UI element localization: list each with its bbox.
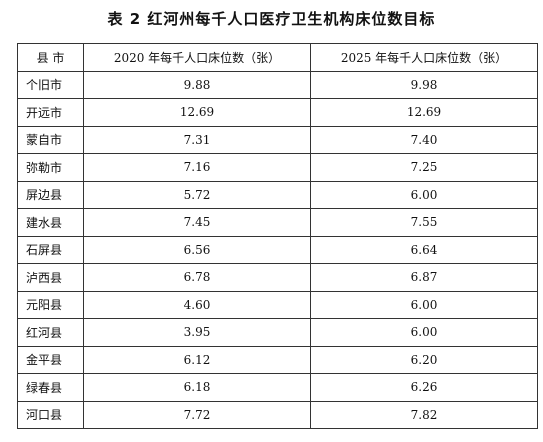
table-row: 弥勒市 7.16 7.25 — [17, 153, 538, 182]
county-cell: 红河县 — [17, 318, 84, 347]
value-2020-cell: 3.95 — [83, 318, 311, 347]
header-county: 县 市 — [17, 43, 84, 72]
table-row: 蒙自市 7.31 7.40 — [17, 125, 538, 154]
value-2025-cell: 7.55 — [310, 208, 538, 237]
value-2025-cell: 6.00 — [310, 290, 538, 319]
value-2025-cell: 6.87 — [310, 263, 538, 292]
county-cell: 建水县 — [17, 208, 84, 237]
value-2020-cell: 5.72 — [83, 180, 311, 209]
table-row: 建水县 7.45 7.55 — [17, 208, 538, 237]
table-row: 元阳县 4.60 6.00 — [17, 290, 538, 319]
county-cell: 河口县 — [17, 400, 84, 429]
table-row: 泸西县 6.78 6.87 — [17, 263, 538, 292]
county-cell: 个旧市 — [17, 70, 84, 99]
value-2025-cell: 6.64 — [310, 235, 538, 264]
header-row: 县 市 2020 年每千人口床位数（张） 2025 年每千人口床位数（张） — [17, 43, 538, 72]
table-row: 开远市 12.69 12.69 — [17, 98, 538, 127]
value-2020-cell: 6.56 — [83, 235, 311, 264]
table-row: 金平县 6.12 6.20 — [17, 345, 538, 374]
header-2025: 2025 年每千人口床位数（张） — [310, 43, 538, 72]
value-2020-cell: 12.69 — [83, 98, 311, 127]
county-cell: 弥勒市 — [17, 153, 84, 182]
value-2020-cell: 7.31 — [83, 125, 311, 154]
value-2025-cell: 7.82 — [310, 400, 538, 429]
value-2025-cell: 7.40 — [310, 125, 538, 154]
county-cell: 石屏县 — [17, 235, 84, 264]
value-2025-cell: 12.69 — [310, 98, 538, 127]
county-cell: 蒙自市 — [17, 125, 84, 154]
value-2020-cell: 6.12 — [83, 345, 311, 374]
value-2020-cell: 7.72 — [83, 400, 311, 429]
value-2025-cell: 6.26 — [310, 373, 538, 402]
value-2020-cell: 9.88 — [83, 70, 311, 99]
table-row: 石屏县 6.56 6.64 — [17, 235, 538, 264]
value-2020-cell: 7.45 — [83, 208, 311, 237]
value-2025-cell: 6.20 — [310, 345, 538, 374]
table-row: 屏边县 5.72 6.00 — [17, 180, 538, 209]
bed-target-table: 县 市 2020 年每千人口床位数（张） 2025 年每千人口床位数（张） 个旧… — [17, 43, 538, 429]
county-cell: 屏边县 — [17, 180, 84, 209]
value-2020-cell: 6.18 — [83, 373, 311, 402]
value-2025-cell: 6.00 — [310, 180, 538, 209]
county-cell: 开远市 — [17, 98, 84, 127]
value-2025-cell: 9.98 — [310, 70, 538, 99]
table-row: 红河县 3.95 6.00 — [17, 318, 538, 347]
table-row: 绿春县 6.18 6.26 — [17, 373, 538, 402]
table-row: 河口县 7.72 7.82 — [17, 400, 538, 429]
value-2020-cell: 6.78 — [83, 263, 311, 292]
value-2020-cell: 4.60 — [83, 290, 311, 319]
table-title: 表 2 红河州每千人口医疗卫生机构床位数目标 — [107, 10, 436, 28]
county-cell: 金平县 — [17, 345, 84, 374]
table-row: 个旧市 9.88 9.98 — [17, 70, 538, 99]
table-body: 个旧市 9.88 9.98 开远市 12.69 12.69 蒙自市 7.31 7.40 弥勒市 7.… — [17, 70, 538, 429]
header-2020: 2020 年每千人口床位数（张） — [83, 43, 311, 72]
value-2025-cell: 6.00 — [310, 318, 538, 347]
value-2025-cell: 7.25 — [310, 153, 538, 182]
county-cell: 绿春县 — [17, 373, 84, 402]
county-cell: 元阳县 — [17, 290, 84, 319]
county-cell: 泸西县 — [17, 263, 84, 292]
value-2020-cell: 7.16 — [83, 153, 311, 182]
